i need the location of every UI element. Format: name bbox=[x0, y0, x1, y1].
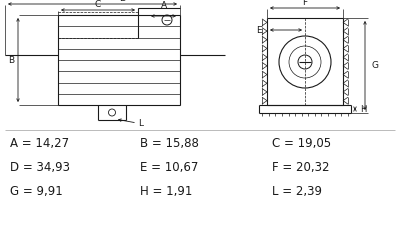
Text: L = 2,39: L = 2,39 bbox=[272, 185, 322, 197]
Text: F = 20,32: F = 20,32 bbox=[272, 161, 330, 174]
Text: B = 15,88: B = 15,88 bbox=[140, 136, 199, 149]
Text: E: E bbox=[256, 25, 262, 35]
Text: C: C bbox=[95, 0, 101, 9]
Text: B: B bbox=[8, 56, 14, 64]
Text: L: L bbox=[138, 119, 143, 127]
Text: G: G bbox=[372, 61, 379, 70]
Text: H = 1,91: H = 1,91 bbox=[140, 185, 192, 197]
Text: A: A bbox=[160, 1, 166, 10]
Text: C = 19,05: C = 19,05 bbox=[272, 136, 331, 149]
Text: F: F bbox=[302, 0, 308, 7]
Text: D: D bbox=[119, 0, 126, 3]
Text: E = 10,67: E = 10,67 bbox=[140, 161, 198, 174]
Text: H: H bbox=[360, 105, 366, 114]
Text: A = 14,27: A = 14,27 bbox=[10, 136, 69, 149]
Text: G = 9,91: G = 9,91 bbox=[10, 185, 63, 197]
Text: D = 34,93: D = 34,93 bbox=[10, 161, 70, 174]
